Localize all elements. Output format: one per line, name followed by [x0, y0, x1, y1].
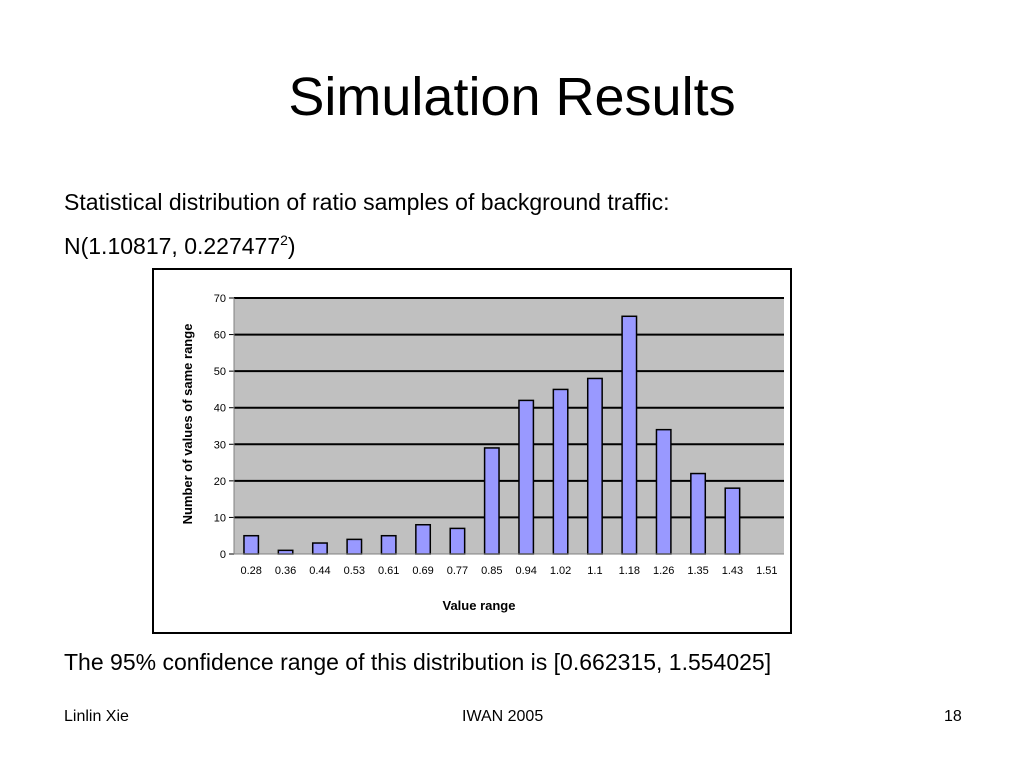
x-tick-label: 0.36	[275, 565, 296, 577]
x-tick-label: 0.85	[481, 565, 502, 577]
y-tick-label: 70	[214, 293, 226, 305]
x-tick-label: 1.51	[756, 565, 777, 577]
x-tick-label: 1.02	[550, 565, 571, 577]
bars	[243, 315, 741, 555]
formula-close: )	[287, 233, 296, 259]
x-tick-label: 0.61	[378, 565, 399, 577]
histogram-svg: 0 10 20 30 40 50 60 70 0.28 0.36 0.44 0.53 0.61 0.69…	[180, 293, 784, 613]
footer-page-number: 18	[944, 708, 962, 725]
confidence-range-note: The 95% confidence range of this distrib…	[64, 649, 772, 675]
bar	[518, 399, 535, 555]
bar	[311, 542, 328, 555]
bar	[655, 428, 672, 555]
x-tick-label: 1.43	[722, 565, 743, 577]
y-tick-label: 10	[214, 512, 226, 524]
bar	[690, 472, 707, 555]
bar	[277, 549, 294, 555]
y-tick-label: 40	[214, 403, 226, 415]
axes	[233, 298, 784, 555]
y-axis-label: Number of values of same range	[180, 324, 195, 525]
bar	[346, 538, 363, 555]
y-tick-label: 0	[220, 549, 226, 561]
distribution-formula: N(1.10817, 0.2274772)	[64, 230, 296, 262]
bar	[483, 447, 500, 555]
x-tick-label: 1.26	[653, 565, 674, 577]
bar	[243, 534, 260, 555]
x-tick-labels: 0.28 0.36 0.44 0.53 0.61 0.69 0.77 0.85 0.94 1.02…	[240, 565, 777, 577]
bar	[621, 315, 638, 555]
x-tick-label: 1.1	[587, 565, 602, 577]
x-tick-label: 1.18	[619, 565, 640, 577]
bar	[380, 534, 397, 555]
x-tick-label: 0.44	[309, 565, 330, 577]
distribution-description: Statistical distribution of ratio sample…	[64, 189, 670, 215]
footer-author: Linlin Xie	[64, 708, 129, 725]
y-tick-label: 50	[214, 366, 226, 378]
x-axis-label: Value range	[443, 598, 516, 613]
x-tick-label: 0.69	[412, 565, 433, 577]
bar	[586, 377, 603, 555]
x-tick-label: 0.77	[447, 565, 468, 577]
histogram-chart: 0 10 20 30 40 50 60 70 0.28 0.36 0.44 0.53 0.61 0.69…	[152, 268, 792, 634]
footer-conference: IWAN 2005	[462, 708, 544, 725]
x-tick-label: 0.94	[515, 565, 536, 577]
y-tick-label: 20	[214, 476, 226, 488]
y-tick-label: 30	[214, 439, 226, 451]
x-tick-label: 0.53	[344, 565, 365, 577]
gridlines	[229, 297, 784, 555]
bar	[724, 487, 741, 555]
bar	[415, 523, 432, 555]
bar	[552, 388, 569, 555]
x-tick-label: 0.28	[240, 565, 261, 577]
slide-title: Simulation Results	[288, 67, 736, 127]
formula-exponent: 2	[280, 232, 288, 248]
formula-main: N(1.10817, 0.227477	[64, 233, 281, 259]
y-tick-labels: 0 10 20 30 40 50 60 70	[214, 293, 226, 561]
bar	[449, 527, 466, 555]
x-tick-label: 1.35	[687, 565, 708, 577]
y-tick-label: 60	[214, 330, 226, 342]
